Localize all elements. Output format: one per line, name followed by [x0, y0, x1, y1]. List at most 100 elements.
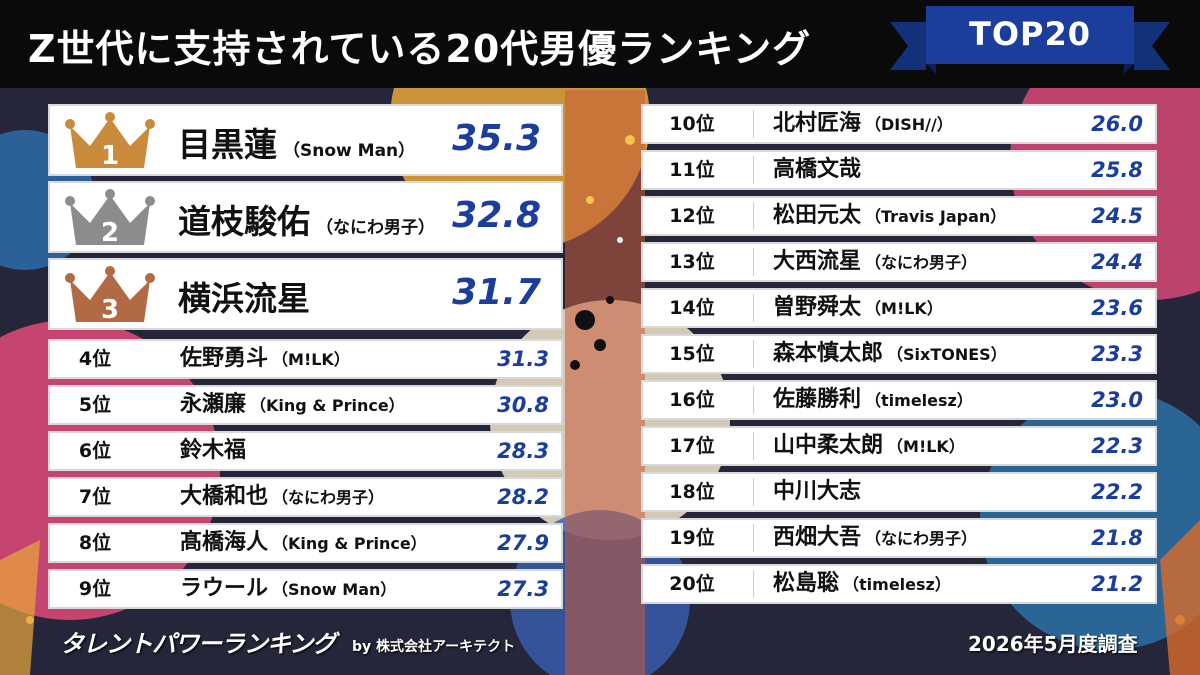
brand-credit: by 株式会社アーキテクト [352, 639, 516, 655]
divider [753, 386, 754, 414]
score-value: 23.0 [1091, 388, 1143, 412]
group-name: （timelesz） [843, 575, 951, 594]
person-name: 森本慎太郎 [773, 341, 884, 366]
score-value: 31.7 [452, 272, 541, 313]
rank-row-2: 2 道枝駿佑 （なにわ男子） 32.8 [48, 181, 563, 253]
silver-crown-icon: 2 [65, 189, 155, 248]
score-value: 21.8 [1091, 526, 1143, 550]
score-value: 27.9 [497, 531, 549, 555]
divider [753, 524, 754, 552]
rank-label: 19位 [669, 527, 715, 549]
rank-label: 20位 [669, 573, 715, 595]
rank-label: 5位 [78, 394, 112, 416]
person-name: 佐野勇斗 [180, 346, 269, 371]
person-name: 道枝駿佑 [178, 202, 310, 241]
person-name: 松島聡 [773, 571, 840, 596]
rank-label: 7位 [78, 486, 112, 508]
person-name: 大橋和也 [180, 484, 269, 509]
rank-row-6: 6位 鈴木福 28.3 [48, 431, 563, 471]
survey-date: 2026年5月度調査 [968, 632, 1138, 656]
rank-label: 11位 [669, 159, 715, 181]
score-value: 23.3 [1091, 342, 1143, 366]
person-name: 山中柔太朗 [773, 433, 884, 458]
top20-badge: TOP20 [968, 15, 1091, 53]
medal-number: 2 [101, 218, 119, 248]
person-name: 髙橋海人 [180, 530, 269, 555]
divider [753, 340, 754, 368]
score-value: 23.6 [1091, 296, 1143, 320]
group-name: （なにわ男子） [272, 488, 385, 507]
rank-label: 16位 [669, 389, 715, 411]
rank-row-13: 13位 大西流星 （なにわ男子） 24.4 [641, 242, 1157, 282]
score-value: 25.8 [1091, 158, 1143, 182]
person-name: 横浜流星 [178, 279, 310, 318]
group-name: （timelesz） [865, 391, 973, 410]
score-value: 32.8 [452, 195, 541, 236]
group-name: （なにわ男子） [865, 253, 978, 272]
rank-label: 4位 [78, 348, 112, 370]
ribbon-banner [890, 6, 1170, 74]
person-name: 永瀬廉 [180, 392, 247, 417]
medal-number: 1 [101, 141, 119, 171]
rank-label: 10位 [669, 113, 715, 135]
rank-label: 8位 [78, 532, 112, 554]
rank-row-5: 5位 永瀬廉 （King & Prince） 30.8 [48, 385, 563, 425]
rank-row-17: 17位 山中柔太朗 （M!LK） 22.3 [641, 426, 1157, 466]
rank-row-7: 7位 大橋和也 （なにわ男子） 28.2 [48, 477, 563, 517]
rank-label: 9位 [78, 578, 112, 600]
divider [753, 110, 754, 138]
person-name: 曽野舜太 [773, 295, 862, 320]
rank-row-9: 9位 ラウール （Snow Man） 27.3 [48, 569, 563, 609]
rank-row-1: 1 目黒蓮 （Snow Man） 35.3 [48, 104, 563, 176]
divider [753, 294, 754, 322]
score-value: 21.2 [1091, 572, 1143, 596]
person-name: 大西流星 [773, 249, 862, 274]
bronze-crown-icon: 3 [65, 266, 155, 325]
divider [753, 248, 754, 276]
rank-row-19: 19位 西畑大吾 （なにわ男子） 21.8 [641, 518, 1157, 558]
score-value: 28.3 [497, 439, 549, 463]
rank-row-16: 16位 佐藤勝利 （timelesz） 23.0 [641, 380, 1157, 420]
group-name: （King & Prince） [272, 534, 427, 553]
person-name: 松田元太 [773, 203, 862, 228]
medal-number: 3 [101, 295, 119, 325]
person-name: ラウール [180, 576, 269, 601]
group-name: （M!LK） [272, 350, 350, 369]
brand-logo: タレントパワーランキング [60, 630, 336, 658]
rank-row-18: 18位 中川大志 22.2 [641, 472, 1157, 512]
person-name: 西畑大吾 [773, 525, 862, 550]
rank-label: 6位 [78, 440, 112, 462]
divider [753, 202, 754, 230]
person-name: 鈴木福 [180, 438, 247, 463]
rank-label: 17位 [669, 435, 715, 457]
group-name: （King & Prince） [250, 396, 405, 415]
group-name: （DISH//） [865, 115, 953, 134]
page-title: Z世代に支持されている20代男優ランキング [28, 27, 812, 71]
group-name: （Snow Man） [283, 141, 416, 161]
score-value: 30.8 [497, 393, 549, 417]
score-value: 24.5 [1091, 204, 1143, 228]
score-value: 27.3 [497, 577, 549, 601]
divider [753, 156, 754, 184]
group-name: （なにわ男子） [316, 218, 435, 238]
divider [753, 432, 754, 460]
person-name: 中川大志 [773, 479, 862, 504]
score-value: 26.0 [1091, 112, 1143, 136]
score-value: 28.2 [497, 485, 549, 509]
person-name: 佐藤勝利 [773, 387, 862, 412]
rank-label: 14位 [669, 297, 715, 319]
rank-row-20: 20位 松島聡 （timelesz） 21.2 [641, 564, 1157, 604]
rank-row-4: 4位 佐野勇斗 （M!LK） 31.3 [48, 339, 563, 379]
rank-label: 12位 [669, 205, 715, 227]
score-value: 22.2 [1091, 480, 1143, 504]
rank-row-14: 14位 曽野舜太 （M!LK） 23.6 [641, 288, 1157, 328]
rank-label: 13位 [669, 251, 715, 273]
gold-crown-icon: 1 [65, 112, 155, 171]
score-value: 24.4 [1091, 250, 1143, 274]
divider [753, 570, 754, 598]
rank-row-11: 11位 高橋文哉 25.8 [641, 150, 1157, 190]
group-name: （M!LK） [865, 299, 943, 318]
rank-row-8: 8位 髙橋海人 （King & Prince） 27.9 [48, 523, 563, 563]
person-name: 北村匠海 [773, 111, 862, 136]
person-name: 目黒蓮 [178, 125, 277, 164]
